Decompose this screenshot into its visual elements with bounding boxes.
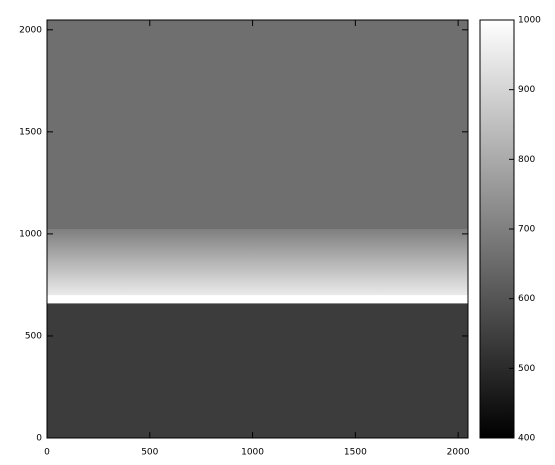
x-tick-label: 0	[44, 448, 50, 458]
y-tick-label: 0	[36, 434, 42, 444]
plot-frame	[46, 19, 469, 439]
x-tick-label: 2000	[447, 448, 470, 458]
x-tick-label: 1500	[344, 448, 367, 458]
y-tick-label: 2000	[19, 25, 42, 35]
x-tick-label: 500	[141, 448, 158, 458]
y-tick-label: 500	[25, 331, 42, 341]
colorbar-tick-label: 700	[518, 225, 535, 235]
colorbar-tick-label: 600	[518, 294, 535, 304]
y-tick-label: 1500	[19, 127, 42, 137]
colorbar-tick-label: 400	[518, 434, 535, 444]
image-band	[47, 20, 468, 230]
y-tick-label: 1000	[19, 229, 42, 239]
image-band	[47, 295, 468, 304]
colorbar-tick-label: 500	[518, 364, 535, 374]
colorbar-tick-label: 800	[518, 155, 535, 165]
x-tick-label: 1000	[241, 448, 264, 458]
image-band	[47, 303, 468, 438]
colorbar	[479, 19, 515, 439]
colorbar-tick-label: 900	[518, 85, 535, 95]
image-band	[47, 229, 468, 296]
colorbar-tick-label: 1000	[518, 16, 541, 26]
